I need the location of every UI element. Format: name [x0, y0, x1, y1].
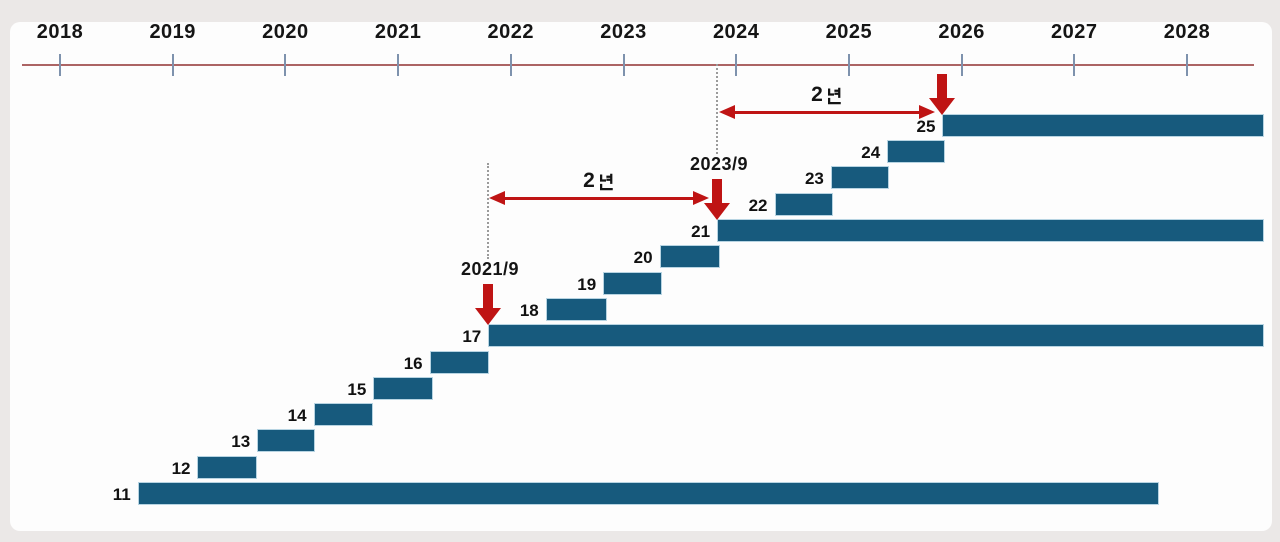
- two-year-arrowhead-right-icon: [693, 191, 709, 205]
- two-year-span-line: [731, 111, 923, 114]
- version-label-21: 21: [691, 222, 711, 241]
- axis-tick: [397, 54, 400, 76]
- version-bar-22: [774, 192, 834, 216]
- two-year-arrowhead-left-icon: [719, 105, 735, 119]
- version-label-20: 20: [633, 248, 653, 268]
- version-label-18: 18: [519, 300, 539, 320]
- version-bar-11: [137, 482, 1159, 505]
- year-label: 2025: [825, 21, 873, 43]
- release-date-label: 2021/9: [460, 259, 520, 280]
- release-arrow-head-icon: [475, 308, 501, 326]
- version-label-11: 11: [112, 485, 131, 504]
- release-arrow-shaft: [712, 179, 722, 204]
- two-year-label: 2: [787, 83, 867, 107]
- version-bar-21: [717, 219, 1264, 242]
- version-bar-17: [488, 324, 1264, 348]
- version-label-12: 12: [171, 458, 191, 478]
- axis-tick: [622, 54, 625, 76]
- version-label-15: 15: [347, 379, 367, 399]
- hangul-nyeon-glyph: [827, 87, 841, 104]
- version-label-23: 23: [804, 169, 824, 189]
- version-bar-15: [373, 376, 434, 400]
- release-arrow-head-icon: [704, 203, 730, 220]
- release-arrow-shaft: [937, 73, 947, 99]
- two-year-arrowhead-right-icon: [919, 105, 935, 119]
- axis-tick: [735, 54, 738, 76]
- two-year-label: 2: [559, 169, 639, 193]
- hangul-nyeon-glyph: [599, 173, 613, 190]
- year-label: 2024: [712, 21, 760, 43]
- version-label-22: 22: [748, 195, 768, 215]
- axis-tick: [284, 54, 287, 76]
- version-bar-25: [942, 113, 1264, 137]
- version-bar-12: [197, 455, 258, 479]
- axis-tick: [171, 54, 174, 76]
- version-bar-18: [545, 297, 607, 321]
- version-label-16: 16: [403, 353, 423, 373]
- version-label-19: 19: [577, 274, 597, 294]
- axis-tick: [1073, 54, 1076, 76]
- version-bar-19: [603, 271, 662, 295]
- release-dashed-line: [487, 163, 489, 260]
- axis-line: [22, 64, 1254, 66]
- year-label: 2020: [262, 21, 309, 43]
- year-label: 2021: [374, 21, 422, 43]
- version-bar-14: [313, 403, 374, 427]
- year-label: 2018: [36, 21, 84, 43]
- version-bar-23: [830, 166, 890, 190]
- axis-tick: [59, 54, 61, 76]
- year-label: 2028: [1163, 21, 1211, 43]
- year-label: 2019: [149, 21, 196, 43]
- version-label-13: 13: [231, 432, 251, 452]
- year-label: 2026: [938, 21, 985, 43]
- axis-tick: [1186, 54, 1188, 76]
- year-label: 2022: [487, 21, 535, 43]
- release-arrow-head-icon: [929, 97, 955, 115]
- year-label: 2027: [1051, 21, 1098, 43]
- version-label-17: 17: [462, 327, 482, 347]
- two-year-label-text: 2: [583, 169, 595, 192]
- version-bar-16: [429, 350, 490, 374]
- version-label-25: 25: [916, 116, 936, 136]
- axis-tick: [960, 54, 963, 76]
- release-date-label: 2023/9: [689, 154, 749, 174]
- axis-tick: [509, 54, 512, 76]
- two-year-arrowhead-left-icon: [489, 191, 505, 205]
- release-dashed-line: [716, 64, 718, 154]
- version-bar-13: [257, 429, 315, 453]
- version-label-24: 24: [861, 143, 881, 163]
- axis-tick: [847, 54, 850, 76]
- version-bar-24: [887, 140, 945, 164]
- version-bar-20: [659, 245, 721, 269]
- version-label-14: 14: [287, 406, 307, 426]
- release-arrow-shaft: [483, 284, 493, 310]
- two-year-span-line: [501, 197, 697, 200]
- two-year-label-text: 2: [811, 83, 823, 106]
- year-label: 2023: [600, 21, 647, 43]
